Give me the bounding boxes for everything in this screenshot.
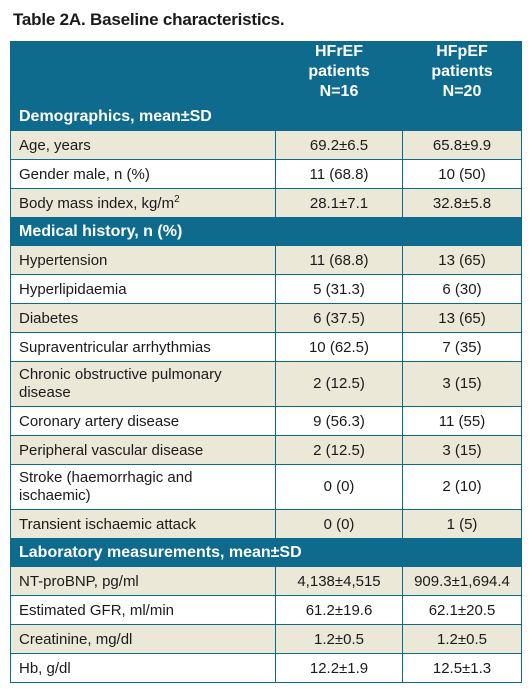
header-hfref-n: N=16: [319, 83, 359, 100]
hfref-value: 1.2±0.5: [275, 624, 403, 654]
hfref-value: 61.2±19.6: [275, 595, 403, 625]
header-row: HFrEF patients N=16 HFpEF patients N=20: [10, 41, 522, 103]
hfpef-value: 32.8±5.8: [402, 188, 522, 218]
table-row: Body mass index, kg/m2 28.1±7.1 32.8±5.8: [10, 188, 522, 218]
hfref-value: 6 (37.5): [275, 303, 403, 333]
header-hfref-label: HFrEF patients: [308, 43, 370, 80]
table-row: Supraventricular arrhythmias 10 (62.5) 7…: [10, 332, 522, 362]
table-title: Table 2A. Baseline characteristics.: [13, 10, 285, 29]
hfref-value: 2 (12.5): [275, 435, 403, 465]
row-label: Peripheral vascular disease: [10, 435, 276, 465]
table-row: Chronic obstructive pulmonary disease 2 …: [10, 361, 522, 407]
table-row: Age, years 69.2±6.5 65.8±9.9: [10, 130, 522, 160]
hfref-value: 4,138±4,515: [275, 566, 403, 596]
hfpef-value: 1.2±0.5: [402, 624, 522, 654]
hfref-value: 11 (68.8): [275, 159, 403, 189]
row-label: Diabetes: [10, 303, 276, 333]
row-label: Gender male, n (%): [10, 159, 276, 189]
row-label: Supraventricular arrhythmias: [10, 332, 276, 362]
hfref-value: 11 (68.8): [275, 245, 403, 275]
row-label-superscript: 2: [174, 193, 180, 205]
section-demographics: Demographics, mean±SD: [10, 102, 522, 131]
table-row: Hb, g/dl 12.2±1.9 12.5±1.3: [10, 653, 522, 683]
baseline-characteristics-table: HFrEF patients N=16 HFpEF patients N=20 …: [10, 41, 522, 683]
row-label: Stroke (haemorrhagic and ischaemic): [10, 464, 276, 510]
hfref-value: 0 (0): [275, 464, 403, 510]
row-label: Coronary artery disease: [10, 406, 276, 436]
section-medical-history: Medical history, n (%): [10, 217, 522, 246]
hfpef-value: 3 (15): [402, 361, 522, 407]
hfref-value: 2 (12.5): [275, 361, 403, 407]
hfpef-value: 10 (50): [402, 159, 522, 189]
hfpef-value: 2 (10): [402, 464, 522, 510]
hfpef-value: 65.8±9.9: [402, 130, 522, 160]
row-label: Body mass index, kg/m: [19, 194, 175, 212]
row-label: Age, years: [10, 130, 276, 160]
table-row: NT-proBNP, pg/ml 4,138±4,515 909.3±1,694…: [10, 566, 522, 596]
hfref-value: 10 (62.5): [275, 332, 403, 362]
hfpef-value: 13 (65): [402, 303, 522, 333]
section-label: Demographics, mean±SD: [10, 102, 522, 131]
row-label: Hypertension: [10, 245, 276, 275]
table-row: Stroke (haemorrhagic and ischaemic) 0 (0…: [10, 464, 522, 510]
hfpef-value: 7 (35): [402, 332, 522, 362]
header-hfpef-label: HFpEF patients: [431, 43, 493, 80]
table-row: Gender male, n (%) 11 (68.8) 10 (50): [10, 159, 522, 189]
table-row: Transient ischaemic attack 0 (0) 1 (5): [10, 509, 522, 539]
hfref-value: 0 (0): [275, 509, 403, 539]
table-row: Diabetes 6 (37.5) 13 (65): [10, 303, 522, 333]
table-row: Estimated GFR, ml/min 61.2±19.6 62.1±20.…: [10, 595, 522, 625]
section-label: Laboratory measurements, mean±SD: [10, 538, 522, 567]
hfref-value: 28.1±7.1: [275, 188, 403, 218]
hfpef-value: 62.1±20.5: [402, 595, 522, 625]
table-row: Peripheral vascular disease 2 (12.5) 3 (…: [10, 435, 522, 465]
section-label: Medical history, n (%): [10, 217, 522, 246]
hfpef-value: 3 (15): [402, 435, 522, 465]
section-laboratory: Laboratory measurements, mean±SD: [10, 538, 522, 567]
header-hfpef-n: N=20: [442, 83, 482, 100]
hfpef-value: 12.5±1.3: [402, 653, 522, 683]
row-label: NT-proBNP, pg/ml: [10, 566, 276, 596]
hfpef-value: 6 (30): [402, 274, 522, 304]
row-label: Estimated GFR, ml/min: [10, 595, 276, 625]
row-label: Chronic obstructive pulmonary disease: [10, 361, 276, 407]
row-label-cell: Body mass index, kg/m2: [10, 188, 276, 218]
row-label: Transient ischaemic attack: [10, 509, 276, 539]
table-row: Creatinine, mg/dl 1.2±0.5 1.2±0.5: [10, 624, 522, 654]
row-label: Creatinine, mg/dl: [10, 624, 276, 654]
hfref-value: 9 (56.3): [275, 406, 403, 436]
table-row: Hyperlipidaemia 5 (31.3) 6 (30): [10, 274, 522, 304]
hfref-value: 5 (31.3): [275, 274, 403, 304]
table-row: Coronary artery disease 9 (56.3) 11 (55): [10, 406, 522, 436]
hfref-value: 12.2±1.9: [275, 653, 403, 683]
hfref-value: 69.2±6.5: [275, 130, 403, 160]
hfpef-value: 909.3±1,694.4: [402, 566, 522, 596]
hfpef-value: 11 (55): [402, 406, 522, 436]
table-row: Hypertension 11 (68.8) 13 (65): [10, 245, 522, 275]
hfpef-value: 1 (5): [402, 509, 522, 539]
row-label: Hb, g/dl: [10, 653, 276, 683]
row-label: Hyperlipidaemia: [10, 274, 276, 304]
header-hfref: HFrEF patients N=16: [275, 41, 403, 103]
header-hfpef: HFpEF patients N=20: [402, 41, 522, 103]
header-blank-cell: [10, 41, 276, 103]
hfpef-value: 13 (65): [402, 245, 522, 275]
